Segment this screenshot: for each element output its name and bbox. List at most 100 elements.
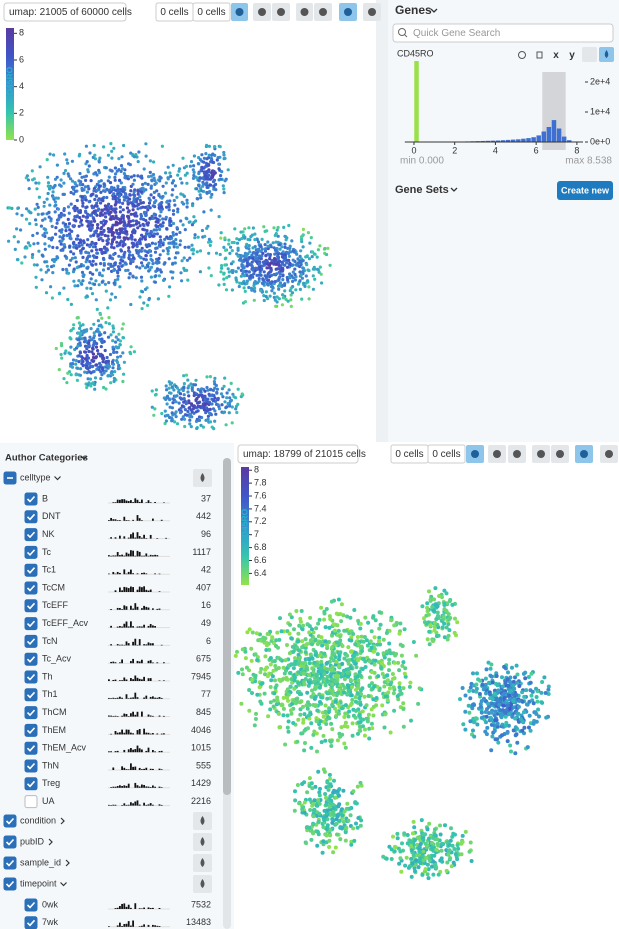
checkbox[interactable] [24, 652, 38, 666]
checkbox[interactable] [24, 528, 38, 542]
checkbox[interactable] [24, 492, 38, 506]
cell-point [137, 150, 141, 154]
sparkline-bar [134, 537, 137, 539]
scroll-thumb[interactable] [223, 458, 231, 795]
cell-point [264, 648, 269, 652]
cell-point [306, 726, 310, 731]
cell-point [358, 621, 363, 626]
cell-point [176, 251, 180, 255]
cell-point [68, 228, 72, 232]
cell-point [264, 274, 268, 279]
selection-button[interactable] [427, 444, 466, 464]
cell-point [253, 269, 257, 273]
cell-point [161, 249, 165, 253]
gene-search[interactable] [392, 23, 614, 43]
cell-point [434, 617, 439, 622]
sparkline-bar [132, 550, 134, 557]
cell-point [354, 821, 358, 826]
create-new-button[interactable] [557, 181, 613, 200]
cell-point [124, 268, 128, 273]
chevron[interactable] [450, 187, 458, 192]
cell-count-box [3, 2, 127, 22]
cell-point [81, 255, 85, 259]
cell-point [291, 270, 295, 274]
cell-point [122, 143, 126, 148]
cell-point [174, 238, 178, 242]
cell-point [283, 658, 288, 663]
checkbox[interactable] [24, 545, 38, 559]
cell-point [329, 739, 334, 743]
cell-point [308, 652, 313, 657]
cell-point [318, 244, 322, 248]
x-button[interactable]: x [553, 50, 559, 61]
cell-point [105, 195, 109, 200]
checkbox[interactable] [24, 599, 38, 613]
cell-point [325, 643, 330, 648]
chevron[interactable] [430, 8, 438, 13]
cell-point [247, 708, 252, 713]
cell-point [309, 721, 314, 726]
selection-button[interactable] [192, 2, 231, 22]
expand-button[interactable] [582, 47, 597, 62]
cell-point [325, 660, 330, 665]
cell-point [506, 670, 510, 675]
cell-point [148, 249, 152, 253]
cell-point [202, 210, 206, 214]
cell-point [341, 819, 346, 824]
cell-point [43, 242, 47, 246]
cell-point [387, 661, 391, 666]
cell-point [208, 190, 212, 194]
sparkline-bar [136, 626, 139, 628]
cell-point [104, 205, 108, 209]
cell-point [111, 197, 115, 201]
cell-point [530, 689, 535, 694]
chevron[interactable] [80, 455, 88, 460]
cell-point [286, 698, 290, 703]
cell-point [190, 387, 194, 391]
cell-point [266, 714, 271, 719]
sparkline-bar [125, 606, 128, 610]
checkbox[interactable] [24, 581, 38, 595]
cell-point [313, 638, 318, 643]
sparkline-bar [110, 698, 112, 699]
checkbox[interactable] [24, 510, 38, 524]
cell-point [479, 715, 484, 720]
cell-point [489, 662, 494, 667]
cell-point [217, 215, 221, 219]
cell-point [7, 239, 11, 243]
cell-point [337, 731, 342, 736]
cell-point [385, 698, 390, 703]
cell-point [48, 152, 52, 156]
delete-icon[interactable] [536, 51, 543, 59]
checkbox[interactable] [24, 634, 38, 648]
checkbox[interactable] [24, 688, 38, 702]
cell-point [352, 608, 357, 612]
cell-point [460, 833, 465, 838]
checkbox[interactable] [24, 563, 38, 577]
category-value: Tc1 [42, 565, 56, 575]
cell-point [25, 174, 29, 178]
cell-point [393, 845, 398, 850]
cell-point [286, 246, 290, 250]
cell-point [193, 233, 197, 237]
cell-point [136, 207, 140, 211]
checkbox[interactable] [24, 617, 38, 631]
chevron[interactable] [54, 476, 61, 481]
cell-point [197, 189, 201, 193]
cell-point [116, 277, 120, 281]
cell-point [55, 221, 59, 225]
sparkline-bar [108, 715, 110, 717]
checkbox[interactable] [24, 670, 38, 684]
info-icon[interactable] [518, 51, 526, 59]
sparkline-bar [130, 605, 132, 610]
cell-point [93, 242, 97, 246]
cell-point [173, 203, 177, 207]
cell-point [176, 207, 180, 211]
cell-point [66, 217, 70, 221]
cell-point [34, 285, 38, 289]
y-button[interactable]: y [569, 50, 575, 61]
category-name[interactable]: celltype [20, 472, 51, 482]
checkbox[interactable] [24, 706, 38, 720]
cell-point [260, 281, 264, 285]
droplet-icon [604, 50, 609, 58]
